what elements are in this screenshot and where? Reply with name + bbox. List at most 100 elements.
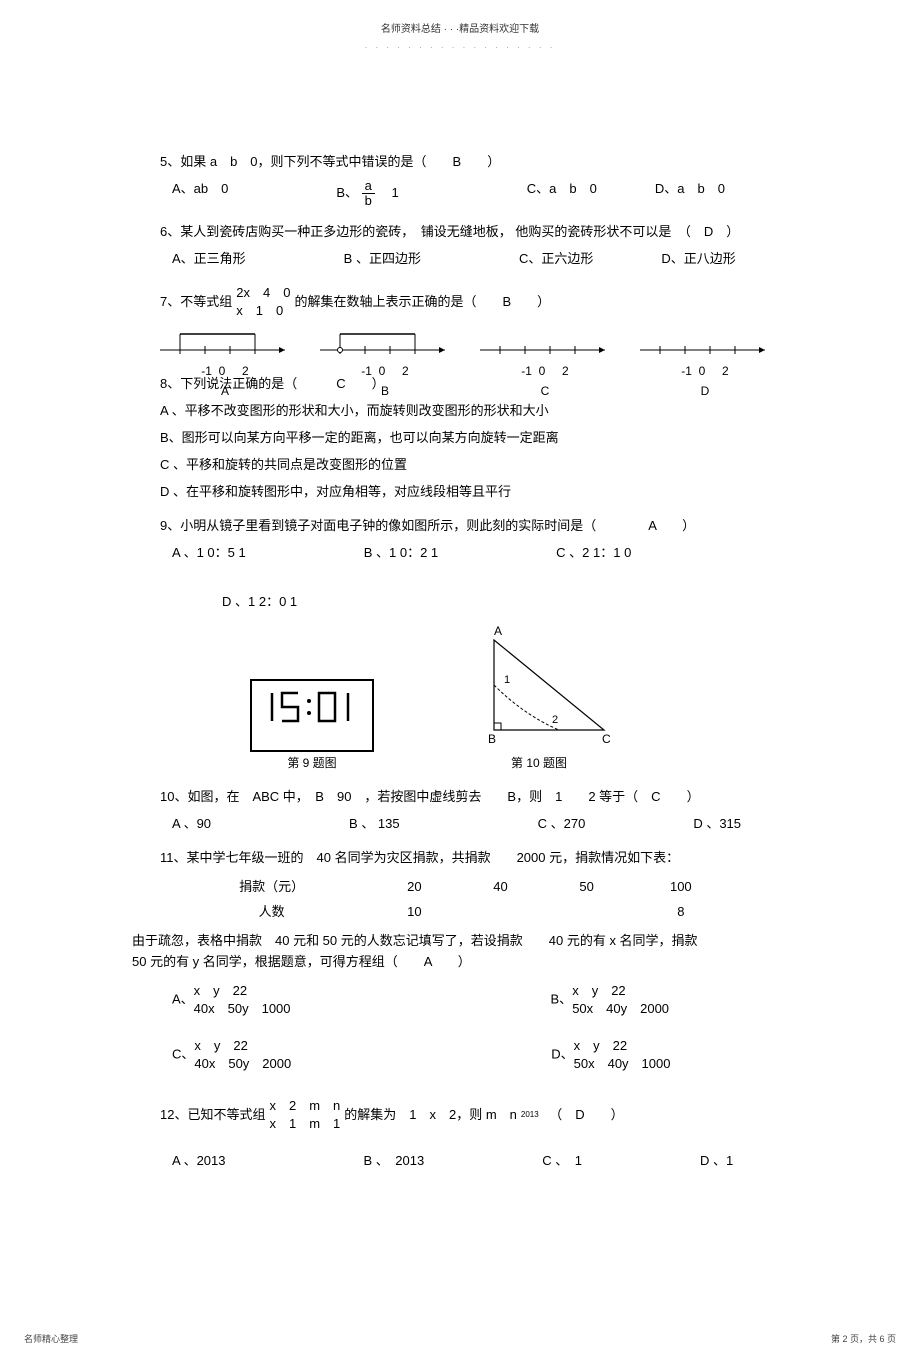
q5-opt-c: C、a b 0 <box>527 179 597 209</box>
svg-text:C: C <box>602 732 611 745</box>
q5-b-post: 1 <box>379 185 399 200</box>
q11-opt-c: C、x y 2240x 50y 2000 <box>172 1037 291 1073</box>
q5-opt-b: B、 a b 1 <box>336 179 398 209</box>
td-label: 人数 <box>172 900 371 925</box>
q6-opt-d: D、正八边形 <box>661 249 735 270</box>
question-11: 11、某中学七年级一班的 40 名同学为灾区捐款，共捐款 2000 元，捐款情况… <box>160 848 770 1073</box>
question-7: 7、不等式组 2x 4 0 x 1 0 的解集在数轴上表示正确的是（ B ） <box>160 284 770 360</box>
q5-opt-a: A、ab 0 <box>172 179 228 209</box>
page-header-sub: · · · · · · · · · · · · · · · · · · <box>0 43 920 52</box>
q12-pre: 12、已知不等式组 <box>160 1105 265 1126</box>
q9-text: 9、小明从镜子里看到镜子对面电子钟的像如图所示，则此刻的实际时间是（ A ） <box>160 516 770 537</box>
q6-opt-a: A、正三角形 <box>172 249 246 270</box>
q12-opt-d: D 、1 <box>700 1151 733 1172</box>
th-20: 20 <box>371 875 457 900</box>
tick: 2 <box>402 364 409 378</box>
numline-d: -1 0 2D <box>640 330 770 360</box>
q11-opt-d: D、x y 2250x 40y 1000 <box>551 1037 670 1073</box>
q5-text: 5、如果 a b 0，则下列不等式中错误的是（ B ） <box>160 152 770 173</box>
q8-opt-a: A 、平移不改变图形的形状和大小，而旋转则改变图形的形状和大小 <box>160 401 770 422</box>
q7-pre: 7、不等式组 <box>160 292 232 313</box>
q12-post: （ D ） <box>543 1105 624 1126</box>
th-label: 捐款（元） <box>172 875 371 900</box>
q5-b-pre: B、 <box>336 185 358 200</box>
q12-system: x 2 m n x 1 m 1 <box>269 1097 340 1133</box>
tri-label-a: A <box>494 625 502 638</box>
q11-text2: 由于疏忽，表格中捐款 40 元和 50 元的人数忘记填写了，若设捐款 40 元的… <box>132 931 770 952</box>
q10-opt-b: B 、 135 <box>349 814 400 835</box>
question-6: 6、某人到瓷砖店购买一种正多边形的瓷砖， 铺设无缝地板， 他购买的瓷砖形状不可以… <box>160 222 770 270</box>
q9-opt-b: B 、1 0：2 1 <box>364 543 438 564</box>
q5-b-den: b <box>362 194 375 208</box>
eq: x y 22 <box>194 1037 291 1055</box>
td-8: 8 <box>630 900 732 925</box>
nline-c-label: C <box>541 384 550 398</box>
q8-opt-d: D 、在平移和旋转图形中，对应角相等，对应线段相等且平行 <box>160 482 770 503</box>
q5-opt-d: D、a b 0 <box>655 179 725 209</box>
eq: 40x 50y 2000 <box>194 1055 291 1073</box>
q10-caption: 第 10 题图 <box>464 754 614 773</box>
q12-eq2: x 1 m 1 <box>269 1115 340 1133</box>
q12-opt-c: C 、 1 <box>542 1151 582 1172</box>
q10-opt-c: C 、270 <box>538 814 586 835</box>
footer-left: 名师精心整理 <box>24 1332 78 1345</box>
eq: x y 22 <box>572 982 669 1000</box>
tick: 0 <box>379 364 386 378</box>
donation-table: 捐款（元） 20 40 50 100 人数 10 8 <box>172 875 732 925</box>
nline-b-label: B <box>381 384 389 398</box>
tick: -1 <box>681 364 692 378</box>
td-blank2 <box>544 900 630 925</box>
tick: 2 <box>722 364 729 378</box>
q7-number-lines: -1 0 2A -1 0 2B <box>160 330 770 360</box>
th-50: 50 <box>544 875 630 900</box>
clock-figure: 第 9 题图 <box>250 679 374 773</box>
td-10: 10 <box>371 900 457 925</box>
footer-right: 第 2 页，共 6 页 <box>831 1332 896 1345</box>
tick: 2 <box>562 364 569 378</box>
table-row: 捐款（元） 20 40 50 100 <box>172 875 732 900</box>
q7-eq2: x 1 0 <box>236 302 290 320</box>
q7-system: 2x 4 0 x 1 0 <box>236 284 290 320</box>
th-100: 100 <box>630 875 732 900</box>
q10-text: 10、如图，在 ABC 中， B 90 ，若按图中虚线剪去 B，则 1 2 等于… <box>160 787 770 808</box>
clock-display <box>250 679 374 752</box>
q8-opt-c: C 、平移和旋转的共同点是改变图形的位置 <box>160 455 770 476</box>
q5-b-num: a <box>362 179 375 194</box>
page-footer: 名师精心整理 第 2 页，共 6 页 <box>0 1332 920 1345</box>
td-blank1 <box>457 900 543 925</box>
tick: 0 <box>219 364 226 378</box>
table-row: 人数 10 8 <box>172 900 732 925</box>
numline-a: -1 0 2A <box>160 330 290 360</box>
q9-opt-c: C 、2 1：1 0 <box>556 543 631 564</box>
tick: -1 <box>361 364 372 378</box>
q12-mid: 的解集为 1 x 2，则 m n <box>344 1105 517 1126</box>
q5-b-frac: a b <box>362 179 375 209</box>
q6-opt-c: C、正六边形 <box>519 249 593 270</box>
q12-exp: 2013 <box>521 1109 539 1122</box>
question-5: 5、如果 a b 0，则下列不等式中错误的是（ B ） A、ab 0 B、 a … <box>160 152 770 208</box>
q12-eq1: x 2 m n <box>269 1097 340 1115</box>
question-9: 9、小明从镜子里看到镜子对面电子钟的像如图所示，则此刻的实际时间是（ A ） A… <box>160 516 770 772</box>
tick: -1 <box>201 364 212 378</box>
q12-opt-a: A 、2013 <box>172 1151 226 1172</box>
eq: 50x 40y 2000 <box>572 1000 669 1018</box>
q7-eq1: 2x 4 0 <box>236 284 290 302</box>
nline-d-label: D <box>701 384 710 398</box>
q11-opt-a: A、x y 2240x 50y 1000 <box>172 982 291 1018</box>
eq: x y 22 <box>574 1037 671 1055</box>
page-header: 名师资料总结 · · ·精品资料欢迎下载 <box>0 20 920 35</box>
q6-text: 6、某人到瓷砖店购买一种正多边形的瓷砖， 铺设无缝地板， 他购买的瓷砖形状不可以… <box>160 222 770 243</box>
q11-text3: 50 元的有 y 名同学，根据题意，可得方程组（ A ） <box>132 952 770 973</box>
q7-post: 的解集在数轴上表示正确的是（ B ） <box>294 292 550 313</box>
eq: x y 22 <box>194 982 291 1000</box>
q8-opt-b: B、图形可以向某方向平移一定的距离，也可以向某方向旋转一定距离 <box>160 428 770 449</box>
tick: 0 <box>539 364 546 378</box>
svg-text:B: B <box>488 732 496 745</box>
tick: 0 <box>699 364 706 378</box>
tick: -1 <box>521 364 532 378</box>
triangle-figure: A 1 2 B C 第 10 题图 <box>464 625 614 773</box>
tick: 2 <box>242 364 249 378</box>
eq: 50x 40y 1000 <box>574 1055 671 1073</box>
content-area: 5、如果 a b 0，则下列不等式中错误的是（ B ） A、ab 0 B、 a … <box>160 152 770 1172</box>
q11-text: 11、某中学七年级一班的 40 名同学为灾区捐款，共捐款 2000 元，捐款情况… <box>160 848 770 869</box>
